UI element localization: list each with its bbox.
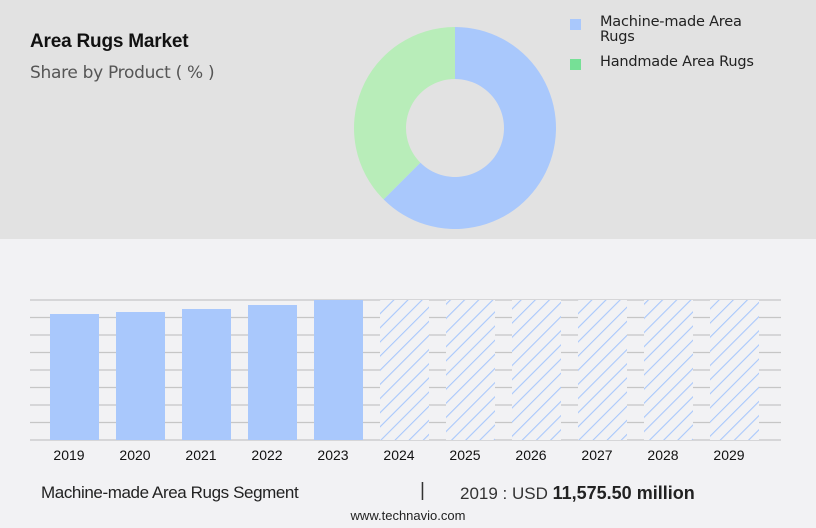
x-tick-label: 2025: [449, 447, 480, 463]
legend-swatch-green: [570, 59, 581, 70]
bar-2025[interactable]: [446, 300, 495, 440]
bars-actual: [50, 300, 363, 440]
bar-2028[interactable]: [644, 300, 693, 440]
segment-value: 2019 : USD 11,575.50 million: [460, 483, 695, 504]
bar-2027[interactable]: [578, 300, 627, 440]
bar-2023[interactable]: [314, 300, 363, 440]
legend: Machine-made Area Rugs Handmade Area Rug…: [570, 15, 800, 80]
donut-slice-machine-made: [383, 27, 556, 229]
x-tick-label: 2022: [251, 447, 282, 463]
bar-2019[interactable]: [50, 314, 99, 440]
donut-chart: [353, 27, 556, 229]
source-url[interactable]: www.technavio.com: [350, 508, 466, 523]
bar-2020[interactable]: [116, 312, 165, 440]
bar-2029[interactable]: [710, 300, 759, 440]
value-prefix: 2019 : USD: [460, 484, 553, 503]
footer-separator: |: [420, 480, 425, 501]
chart-subtitle: Share by Product ( % ): [30, 63, 215, 83]
bars-forecast: [380, 300, 759, 440]
chart-title: Area Rugs Market: [30, 31, 189, 52]
legend-swatch-blue: [570, 19, 581, 30]
x-tick-label: 2019: [53, 447, 84, 463]
bar-2026[interactable]: [512, 300, 561, 440]
bar-2021[interactable]: [182, 309, 231, 440]
x-tick-label: 2026: [515, 447, 546, 463]
segment-label: Machine-made Area Rugs Segment: [41, 483, 299, 502]
x-tick-label: 2024: [383, 447, 414, 463]
x-tick-label: 2029: [713, 447, 744, 463]
x-axis-labels: 2019 2020 2021 2022 2023 2024 2025 2026 …: [53, 447, 744, 463]
legend-label: Handmade Area Rugs: [600, 54, 754, 70]
donut-slice-handmade: [353, 27, 455, 200]
x-tick-label: 2023: [317, 447, 348, 463]
x-tick-label: 2021: [185, 447, 216, 463]
value-amount: 11,575.50 million: [552, 483, 695, 503]
bar-2022[interactable]: [248, 305, 297, 440]
legend-item-machine-made[interactable]: Machine-made Area Rugs: [570, 15, 800, 45]
bar-2024[interactable]: [380, 300, 429, 440]
x-tick-label: 2020: [119, 447, 150, 463]
x-tick-label: 2027: [581, 447, 612, 463]
x-tick-label: 2028: [647, 447, 678, 463]
legend-item-handmade[interactable]: Handmade Area Rugs: [570, 55, 800, 70]
legend-label: Machine-made Area Rugs: [600, 14, 742, 45]
